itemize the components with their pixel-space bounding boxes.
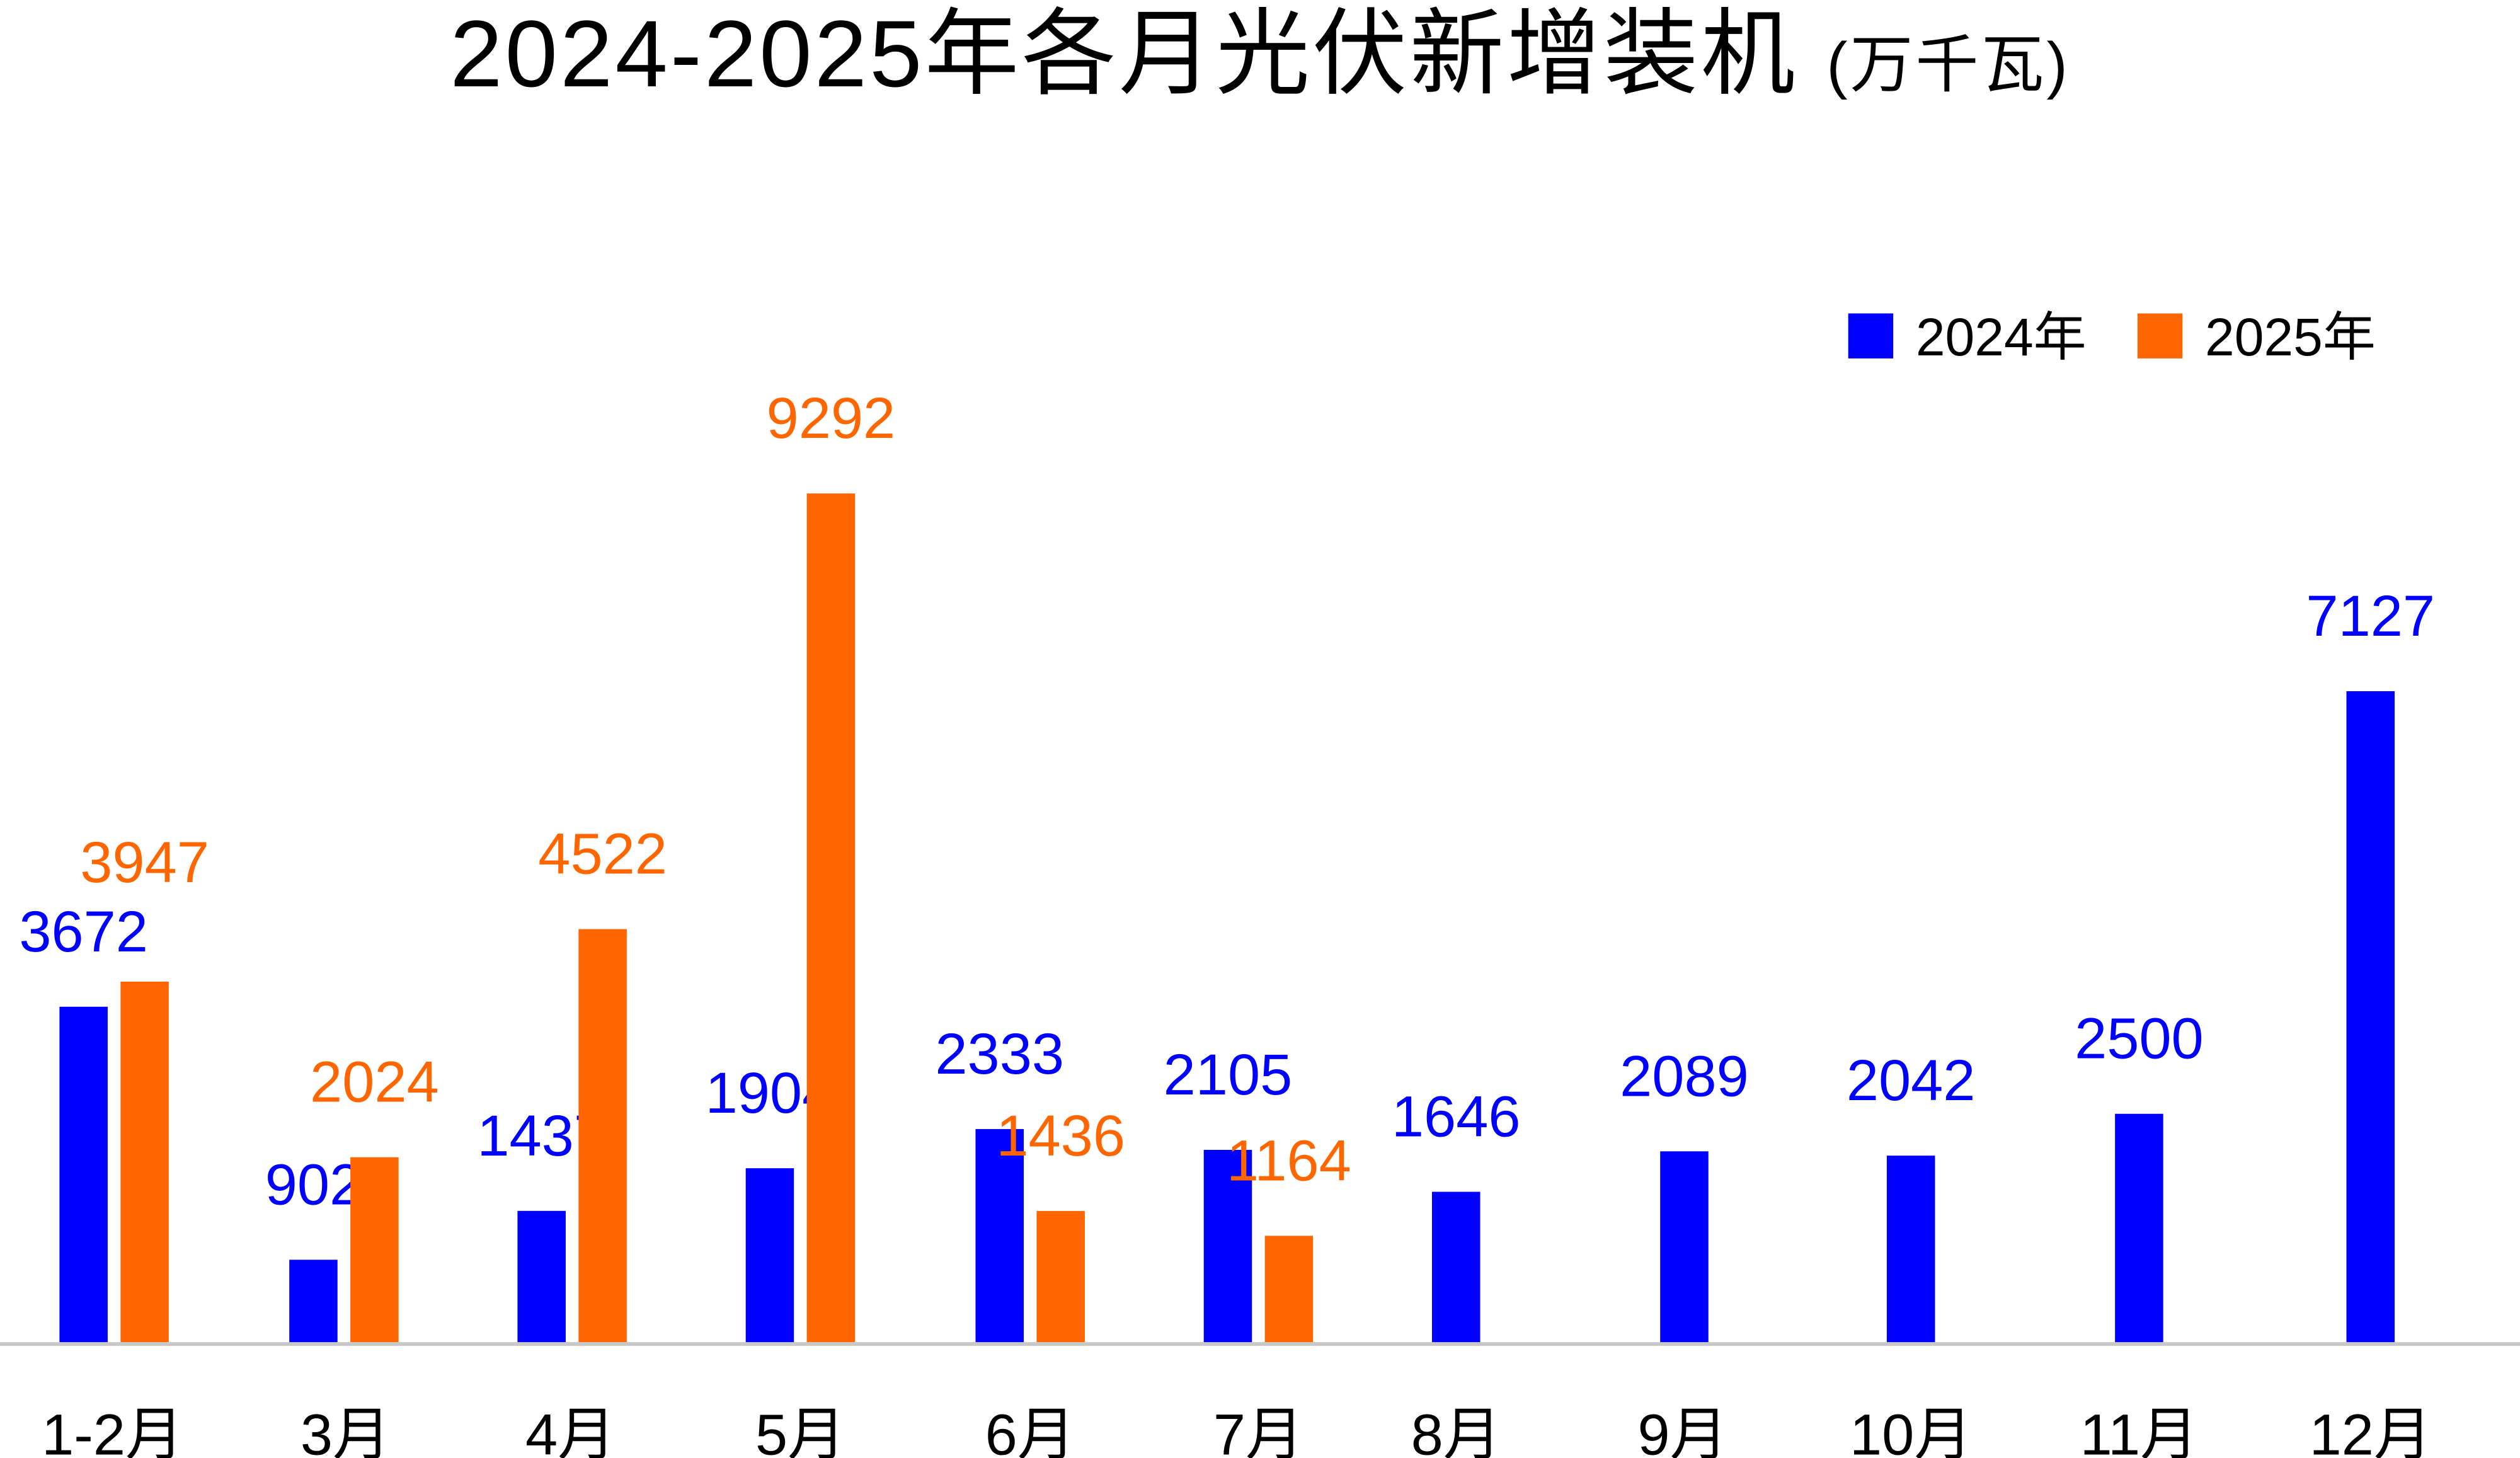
x-tick-label: 5月 [755, 1403, 845, 1458]
bar-2024 [1203, 1149, 1252, 1343]
data-label: 7127 [2306, 584, 2435, 648]
bar-2024 [1431, 1191, 1480, 1343]
x-tick-label: 6月 [985, 1403, 1075, 1458]
bar-2025 [806, 493, 856, 1343]
bar-2024 [2346, 691, 2395, 1343]
data-label: 1164 [1227, 1128, 1351, 1193]
x-tick-label: 3月 [301, 1403, 391, 1458]
chart-unit: (万千瓦) [1826, 30, 2070, 100]
bar-2024 [1886, 1156, 1935, 1343]
data-label: 2024 [310, 1050, 439, 1115]
bar-2024 [975, 1128, 1024, 1343]
data-label: 2333 [935, 1022, 1064, 1086]
bar-2025 [120, 981, 169, 1343]
x-tick-label: 8月 [1411, 1403, 1501, 1458]
bar-2025 [1264, 1236, 1314, 1343]
data-label: 2105 [1164, 1043, 1293, 1107]
bar-2024 [59, 1006, 108, 1343]
legend-label: 2025年 [2205, 307, 2376, 367]
bar-2024 [289, 1260, 338, 1343]
bar-2024 [745, 1168, 794, 1343]
x-tick-label: 4月 [525, 1403, 616, 1458]
data-label: 2500 [2075, 1007, 2204, 1071]
data-label: 2089 [1620, 1044, 1749, 1108]
chart-title-text: 2024-2025年各月光伏新增装机 [450, 1, 1798, 106]
bar-2025 [350, 1157, 399, 1343]
data-label: 1436 [996, 1104, 1125, 1168]
x-tick-label: 12月 [2310, 1403, 2432, 1458]
bar-2024 [517, 1210, 566, 1343]
data-label: 4522 [538, 822, 667, 887]
x-tick-label: 11月 [2080, 1403, 2199, 1458]
legend-label: 2024年 [1916, 307, 2087, 367]
data-label: 902 [265, 1152, 362, 1217]
x-tick-label: 9月 [1637, 1403, 1727, 1458]
data-label: 9292 [767, 386, 896, 451]
data-label: 3672 [19, 900, 148, 964]
legend-swatch-2024 [1848, 313, 1894, 359]
data-label: 1646 [1392, 1085, 1521, 1149]
x-tick-label: 7月 [1213, 1403, 1303, 1458]
x-tick-label: 1-2月 [42, 1403, 183, 1458]
legend-swatch-2025 [2137, 313, 2183, 359]
data-label: 2042 [1847, 1048, 1976, 1113]
data-label: 3947 [80, 830, 209, 895]
chart-title: 2024-2025年各月光伏新增装机 (万千瓦) [0, 0, 2520, 118]
bar-2025 [1036, 1210, 1085, 1343]
bar-2024 [2115, 1113, 2163, 1343]
bar-2024 [1660, 1151, 1709, 1343]
bar-2025 [578, 929, 627, 1343]
x-tick-label: 10月 [1850, 1403, 1972, 1458]
